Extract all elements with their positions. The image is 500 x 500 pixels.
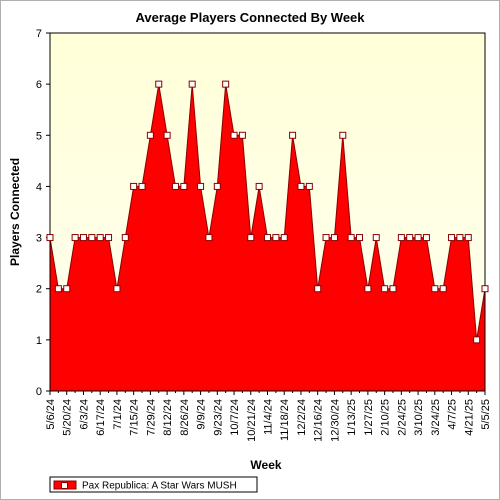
data-point: [180, 182, 188, 190]
data-markers: [46, 80, 489, 344]
x-tick-label: 11/18/24: [279, 399, 291, 441]
data-point: [188, 80, 196, 88]
chart-title: Average Players Connected By Week: [135, 10, 365, 25]
data-point: [314, 285, 322, 293]
data-point: [339, 131, 347, 139]
data-point: [222, 80, 230, 88]
data-point: [205, 234, 213, 242]
data-point: [272, 234, 280, 242]
x-tick-label: 5/6/24: [45, 399, 57, 430]
y-tick-label: 2: [36, 284, 42, 296]
legend-marker: [61, 482, 68, 489]
y-tick-label: 4: [36, 181, 42, 193]
data-point: [381, 285, 389, 293]
x-tick-label: 8/12/24: [162, 399, 174, 436]
y-tick-label: 0: [36, 386, 42, 398]
data-point: [230, 131, 238, 139]
x-tick-label: 9/23/24: [212, 399, 224, 436]
data-point: [79, 234, 87, 242]
data-point: [146, 131, 154, 139]
y-tick-label: 3: [36, 233, 42, 245]
data-point: [105, 234, 113, 242]
data-point: [397, 234, 405, 242]
legend-label: Pax Republica: A Star Wars MUSH: [82, 481, 237, 492]
data-point: [71, 234, 79, 242]
data-point: [305, 182, 313, 190]
data-point: [280, 234, 288, 242]
data-point: [322, 234, 330, 242]
x-tick-label: 12/2/24: [296, 399, 308, 436]
data-point: [473, 336, 481, 344]
data-point: [63, 285, 71, 293]
x-tick-label: 3/10/25: [413, 399, 425, 436]
data-point: [431, 285, 439, 293]
x-tick-label: 7/1/24: [112, 399, 124, 430]
y-axis-ticks: 0 1 2 3 4 5 6 7: [36, 28, 50, 398]
data-point: [130, 182, 138, 190]
data-point: [264, 234, 271, 242]
x-tick-label: 8/26/24: [179, 399, 191, 436]
x-tick-label: 3/24/25: [430, 399, 442, 436]
y-tick-label: 7: [36, 28, 42, 40]
data-point: [88, 234, 96, 242]
x-tick-label: 12/30/24: [329, 399, 341, 442]
x-tick-label: 6/17/24: [95, 399, 107, 436]
x-tick-label: 11/4/24: [263, 399, 275, 435]
data-point: [297, 182, 305, 190]
data-point: [372, 234, 380, 242]
data-point: [406, 234, 414, 242]
data-point: [439, 285, 447, 293]
x-tick-label: 6/3/24: [78, 399, 90, 430]
x-tick-label: 10/21/24: [246, 399, 258, 442]
data-point: [121, 234, 129, 242]
y-tick-label: 1: [36, 335, 42, 347]
data-point: [197, 182, 205, 190]
x-tick-label: 5/20/24: [62, 399, 74, 436]
data-point: [389, 285, 397, 293]
x-tick-label: 12/16/24: [313, 399, 325, 442]
x-axis-label: Week: [250, 458, 281, 472]
data-point: [289, 131, 297, 139]
x-tick-label: 5/5/25: [480, 399, 492, 430]
data-point: [456, 234, 464, 242]
x-tick-label: 7/29/24: [145, 399, 157, 436]
data-point: [46, 234, 54, 242]
data-point: [247, 234, 255, 242]
data-point: [481, 285, 489, 293]
x-tick-label: 7/15/24: [129, 399, 141, 436]
y-axis-label: Players Connected: [8, 158, 22, 266]
x-tick-label: 2/24/25: [396, 399, 408, 436]
x-axis-ticks: 5/6/24 5/20/24 6/3/24 6/17/24 7/1/24 7/15/24 7…: [45, 391, 492, 442]
data-point: [171, 182, 179, 190]
data-point: [96, 234, 104, 242]
data-point: [54, 285, 62, 293]
data-point: [448, 234, 456, 242]
data-point: [330, 234, 338, 242]
data-point: [364, 285, 372, 293]
data-point: [422, 234, 430, 242]
x-tick-label: 10/7/24: [229, 399, 241, 436]
legend: Pax Republica: A Star Wars MUSH: [49, 476, 258, 493]
y-tick-label: 6: [36, 79, 42, 91]
data-point: [238, 131, 246, 139]
data-point: [356, 234, 364, 242]
x-tick-label: 2/10/25: [380, 399, 392, 436]
legend-box: [49, 476, 258, 493]
data-point: [464, 234, 472, 242]
x-tick-label: 9/9/24: [196, 399, 208, 430]
data-point: [138, 182, 146, 190]
data-point: [347, 234, 355, 242]
data-point: [155, 80, 163, 88]
x-tick-label: 4/7/25: [447, 399, 459, 430]
x-tick-label: 4/21/25: [463, 399, 475, 436]
data-point: [255, 182, 263, 190]
data-point: [163, 131, 171, 139]
data-point: [414, 234, 422, 242]
data-point: [213, 182, 221, 190]
y-tick-label: 5: [36, 130, 42, 142]
x-tick-label: 1/27/25: [363, 399, 375, 436]
x-tick-label: 1/13/25: [346, 399, 358, 436]
data-point: [113, 285, 121, 293]
